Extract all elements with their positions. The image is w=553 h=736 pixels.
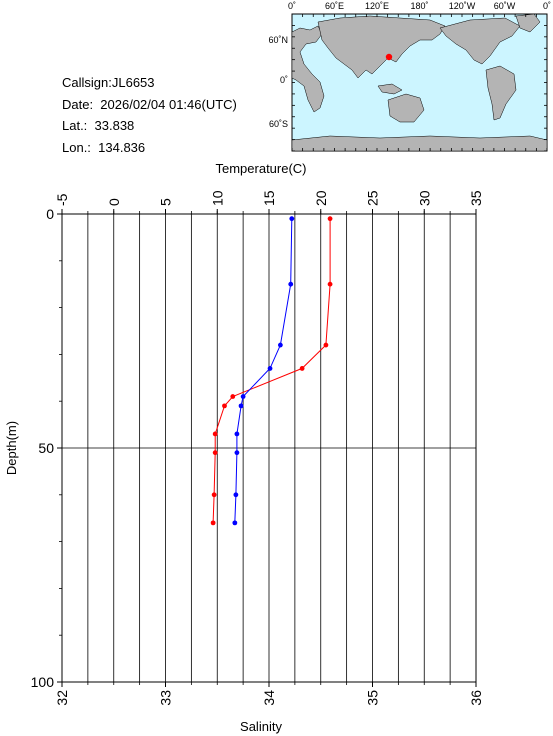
depth-axis-title: Depth(m) (4, 421, 19, 475)
temperature-data-point (327, 281, 333, 287)
salinity-tick-label: 36 (468, 690, 484, 706)
depth-ticks: 0 50 100 (31, 206, 62, 690)
latitude-text: Lat.: 33.838 (62, 118, 135, 133)
temperature-tick-label: 10 (209, 190, 225, 206)
temperature-data-point (211, 492, 217, 498)
temperature-data-point (222, 403, 227, 409)
depth-tick-label: 50 (38, 440, 54, 456)
salinity-ticks: 32 33 34 35 36 (54, 682, 484, 706)
temperature-data-point (212, 450, 218, 456)
depth-tick-label: 0 (46, 206, 54, 222)
temperature-tick-label: 5 (158, 198, 174, 206)
temperature-data-point (230, 394, 236, 399)
callsign-text: Callsign:JL6653 (62, 75, 155, 90)
temperature-tick-label: -5 (54, 193, 70, 206)
salinity-axis-title: Salinity (240, 719, 282, 734)
temperature-tick-label: 0 (106, 198, 122, 206)
salinity-tick-label: 32 (54, 690, 70, 706)
temperature-tick-label: 30 (416, 190, 432, 206)
salinity-data-point (238, 403, 244, 409)
salinity-data-point (267, 366, 273, 371)
temperature-tick-label: 20 (313, 190, 329, 206)
profile-series (210, 216, 333, 526)
temperature-tick-label: 15 (261, 190, 277, 206)
salinity-data-point (240, 394, 246, 399)
temperature-profile-line (212, 218, 331, 523)
salinity-tick-label: 35 (365, 690, 381, 706)
station-info: Callsign:JL6653 Date: 2026/02/04 01:46(U… (62, 72, 237, 158)
temperature-data-point (327, 216, 333, 222)
salinity-data-point (232, 520, 238, 526)
temperature-data-point (210, 520, 216, 526)
temperature-data-point (323, 342, 329, 348)
chart-grid (62, 214, 476, 682)
temperature-axis-title: Temperature(C) (215, 161, 306, 176)
salinity-data-point (277, 342, 283, 348)
temperature-tick-label: 25 (365, 190, 381, 206)
salinity-data-point (234, 450, 240, 456)
temperature-ticks: -5 0 5 10 15 20 25 30 35 (54, 190, 484, 214)
salinity-profile-line (234, 218, 293, 523)
temperature-data-point (212, 431, 218, 437)
temperature-data-point (299, 366, 305, 371)
salinity-tick-label: 33 (158, 690, 174, 706)
salinity-tick-label: 34 (261, 690, 277, 706)
longitude-text: Lon.: 134.836 (62, 139, 146, 155)
salinity-data-point (233, 492, 239, 498)
salinity-data-point (289, 216, 295, 222)
temperature-tick-label: 35 (468, 190, 484, 206)
salinity-data-point (288, 281, 294, 287)
date-text: Date: 2026/02/04 01:46(UTC) (62, 96, 237, 112)
salinity-data-point (234, 431, 240, 437)
depth-tick-label: 100 (31, 674, 55, 690)
